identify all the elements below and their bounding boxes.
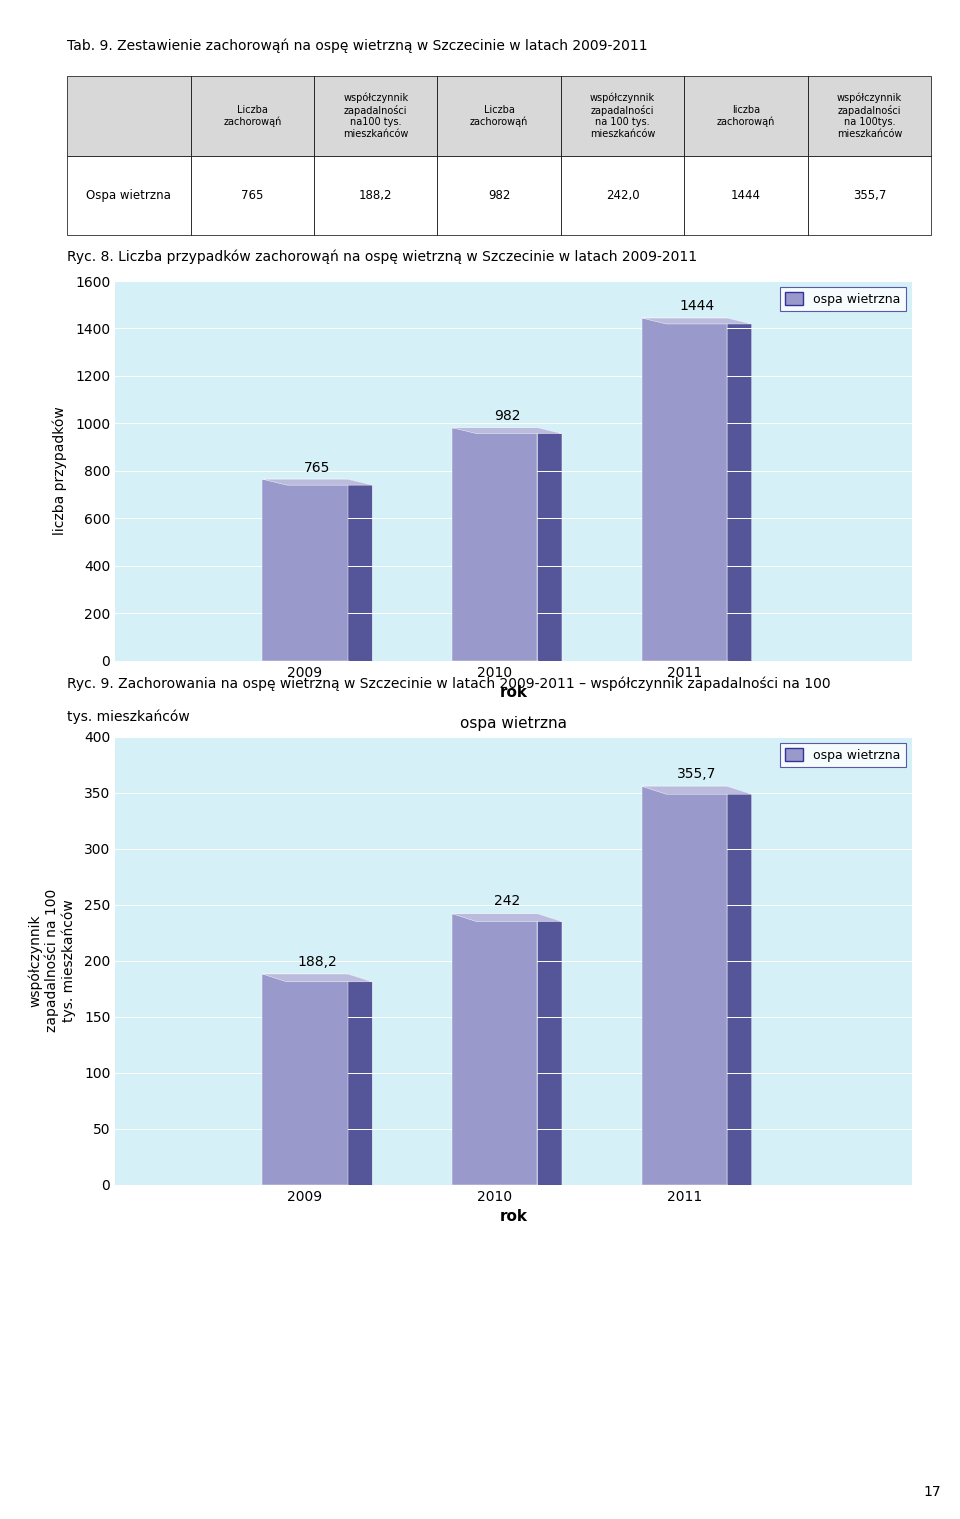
Polygon shape bbox=[452, 914, 538, 1185]
Text: 765: 765 bbox=[304, 460, 330, 474]
Text: 242: 242 bbox=[493, 895, 520, 908]
Text: tys. mieszkańców: tys. mieszkańców bbox=[67, 709, 190, 725]
Polygon shape bbox=[452, 428, 538, 661]
Polygon shape bbox=[262, 974, 372, 981]
Polygon shape bbox=[348, 478, 372, 667]
Text: Ryc. 8. Liczba przypadków zachorowąń na ospę wietrzną w Szczecinie w latach 2009: Ryc. 8. Liczba przypadków zachorowąń na … bbox=[67, 249, 697, 264]
Polygon shape bbox=[641, 317, 752, 324]
Legend: ospa wietrzna: ospa wietrzna bbox=[780, 743, 905, 767]
Text: 17: 17 bbox=[924, 1486, 941, 1499]
Text: 1444: 1444 bbox=[679, 299, 714, 313]
Polygon shape bbox=[538, 914, 562, 1192]
Polygon shape bbox=[727, 317, 752, 667]
Title: ospa wietrzna: ospa wietrzna bbox=[460, 717, 567, 731]
Polygon shape bbox=[262, 478, 348, 661]
Polygon shape bbox=[641, 787, 752, 794]
Legend: ospa wietrzna: ospa wietrzna bbox=[780, 287, 905, 311]
Polygon shape bbox=[452, 428, 562, 433]
Polygon shape bbox=[452, 914, 562, 922]
X-axis label: rok: rok bbox=[499, 685, 528, 700]
Y-axis label: liczba przypadków: liczba przypadków bbox=[52, 407, 67, 535]
Polygon shape bbox=[727, 787, 752, 1192]
Polygon shape bbox=[262, 974, 348, 1185]
Polygon shape bbox=[262, 478, 372, 485]
Text: 355,7: 355,7 bbox=[677, 767, 716, 781]
Text: 188,2: 188,2 bbox=[298, 954, 337, 969]
Polygon shape bbox=[348, 974, 372, 1192]
Text: 982: 982 bbox=[493, 409, 520, 424]
X-axis label: rok: rok bbox=[499, 1209, 528, 1224]
Polygon shape bbox=[641, 317, 727, 661]
Text: Tab. 9. Zestawienie zachorowąń na ospę wietrzną w Szczecinie w latach 2009-2011: Tab. 9. Zestawienie zachorowąń na ospę w… bbox=[67, 38, 648, 53]
Polygon shape bbox=[538, 428, 562, 667]
Text: Ryc. 9. Zachorowania na ospę wietrzną w Szczecinie w latach 2009-2011 – współczy: Ryc. 9. Zachorowania na ospę wietrzną w … bbox=[67, 676, 830, 691]
Polygon shape bbox=[641, 787, 727, 1185]
Y-axis label: współczynnik
zapadalności na 100
tys. mieszkańców: współczynnik zapadalności na 100 tys. mi… bbox=[28, 889, 76, 1033]
